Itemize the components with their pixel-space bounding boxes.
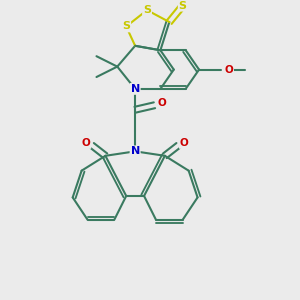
Text: N: N (130, 84, 140, 94)
Text: O: O (158, 98, 166, 108)
Text: N: N (130, 146, 140, 156)
Text: O: O (224, 64, 233, 75)
Text: S: S (143, 5, 151, 15)
Text: S: S (179, 1, 187, 11)
Text: O: O (180, 138, 189, 148)
Text: S: S (122, 22, 130, 32)
Text: O: O (82, 138, 91, 148)
